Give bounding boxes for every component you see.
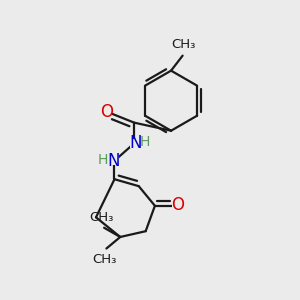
Text: CH₃: CH₃ <box>92 253 117 266</box>
Text: N: N <box>129 134 142 152</box>
Text: N: N <box>107 152 120 170</box>
Bar <box>130 139 140 148</box>
Text: CH₃: CH₃ <box>90 211 114 224</box>
Text: CH₃: CH₃ <box>172 38 196 52</box>
Text: O: O <box>171 196 184 214</box>
Text: H: H <box>140 135 150 149</box>
Bar <box>102 108 112 117</box>
Bar <box>108 156 119 165</box>
Bar <box>172 201 182 210</box>
Text: H: H <box>97 153 108 166</box>
Text: O: O <box>100 103 113 121</box>
